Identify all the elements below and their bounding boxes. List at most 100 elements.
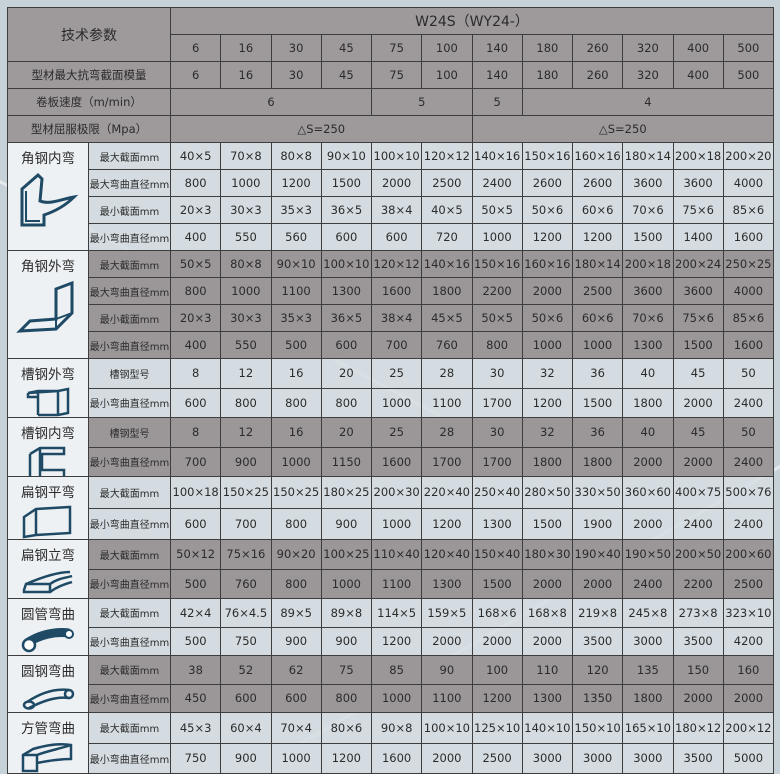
value-cell: 800 [471, 331, 523, 359]
value-cell: 76×4.5 [220, 598, 272, 628]
value-cell: 40×5 [421, 196, 473, 224]
value-cell: 180×25 [320, 476, 373, 509]
value-cell: 100×25 [320, 539, 373, 570]
value-cell: 900 [220, 446, 272, 477]
table-row: 槽钢内弯 槽钢型号 8 12 16 20 25 28 30 32 36 40 45 50 [7, 417, 775, 477]
group-name: 扁钢立弯 [21, 548, 75, 564]
row-label: 最大截面mm [88, 250, 171, 278]
value-cell: 2200 [672, 568, 724, 599]
value-cell: 140×16 [421, 250, 473, 278]
model-title: W24S（WY24-） [169, 7, 775, 35]
model-cell: 16 [220, 34, 272, 62]
row-label: 最小弯曲直径mm [88, 742, 171, 774]
value-cell: 50×6 [521, 304, 574, 332]
group-cell: 方管弯曲 [7, 712, 89, 774]
value-cell: 38 [169, 655, 222, 685]
value-cell: 1100 [421, 683, 473, 713]
value-cell: 120 [571, 655, 624, 685]
group-cell: 槽钢内弯 [7, 417, 89, 477]
value-cell: 100 [471, 655, 523, 685]
value-cell: 900 [270, 626, 322, 656]
group-name: 圆管弯曲 [21, 607, 75, 623]
value-cell: 4200 [722, 626, 775, 656]
value-cell: 2400 [622, 568, 674, 599]
value-cell: 45×5 [421, 304, 473, 332]
modulus-cell: 140 [471, 61, 523, 89]
row-label: 最大截面mm [88, 712, 171, 744]
group-cell: 角钢外弯 [7, 250, 89, 359]
value-cell: 135 [622, 655, 674, 685]
row-label: 槽钢型号 [88, 358, 171, 389]
value-cell: 36 [571, 417, 624, 448]
group-cell: 扁钢立弯 [7, 539, 89, 599]
value-cell: 1500 [571, 387, 624, 418]
value-cell: 190×40 [571, 539, 624, 570]
flat-steel-edge-bend-icon [9, 568, 88, 598]
value-cell: 1000 [220, 277, 272, 305]
value-cell: 600 [220, 683, 272, 713]
row-label: 最小弯曲直径mm [88, 387, 171, 418]
modulus-cell: 320 [622, 61, 674, 89]
value-cell: 2500 [571, 277, 624, 305]
round-tube-bend-icon [9, 627, 88, 655]
value-cell: 1800 [571, 446, 624, 477]
value-cell: 273×8 [672, 598, 724, 628]
model-cell: 6 [169, 34, 222, 62]
group-name: 扁钢平弯 [21, 485, 75, 501]
value-cell: 90×10 [320, 142, 373, 170]
row-label: 最小截面mm [88, 304, 171, 332]
value-cell: 190×50 [622, 539, 674, 570]
table-row: 最小弯曲直径mm 700 900 1000 1150 1600 1700 1700 1800 18… [8, 446, 775, 477]
value-cell: 32 [521, 417, 574, 448]
value-cell: 150×25 [220, 476, 272, 509]
value-cell: 50×12 [169, 539, 222, 570]
value-cell: 2400 [722, 446, 775, 477]
value-cell: 3600 [672, 277, 724, 305]
row-label: 最大截面mm [88, 539, 171, 570]
speed-label: 卷板速度（m/min） [7, 88, 171, 116]
value-cell: 1300 [622, 331, 674, 359]
group-cell: 角钢内弯 [7, 142, 89, 251]
value-cell: 80×6 [320, 712, 373, 744]
value-cell: 80×8 [220, 250, 272, 278]
row-label: 最大弯曲直径mm [88, 277, 171, 305]
value-cell: 8 [169, 358, 222, 389]
value-cell: 40 [622, 417, 674, 448]
group-name: 角钢内弯 [21, 151, 75, 167]
value-cell: 28 [421, 417, 473, 448]
value-cell: 2000 [421, 742, 473, 774]
value-cell: 200×24 [672, 250, 724, 278]
value-cell: 180×30 [521, 539, 574, 570]
value-cell: 330×50 [571, 476, 624, 509]
modulus-cell: 400 [672, 61, 724, 89]
value-cell: 50×6 [521, 196, 574, 224]
value-cell: 1100 [270, 277, 322, 305]
value-cell: 250×40 [471, 476, 523, 509]
value-cell: 2000 [421, 626, 473, 656]
value-cell: 1500 [471, 568, 523, 599]
value-cell: 600 [320, 223, 373, 251]
value-cell: 45 [672, 417, 724, 448]
value-cell: 1200 [370, 626, 423, 656]
value-cell: 1500 [521, 507, 574, 540]
model-cell: 500 [722, 34, 775, 62]
value-cell: 70×6 [622, 304, 674, 332]
value-cell: 100×18 [169, 476, 222, 509]
value-cell: 750 [169, 742, 222, 774]
value-cell: 1000 [270, 742, 322, 774]
value-cell: 12 [220, 358, 272, 389]
value-cell: 16 [270, 358, 322, 389]
value-cell: 219×8 [571, 598, 624, 628]
value-cell: 20 [320, 358, 373, 389]
value-cell: 85 [370, 655, 423, 685]
value-cell: 2500 [421, 169, 473, 197]
value-cell: 400 [169, 331, 222, 359]
model-cell: 180 [521, 34, 574, 62]
value-cell: 20×3 [169, 304, 222, 332]
modulus-label: 型材最大抗弯截面模量 [7, 61, 171, 89]
value-cell: 110 [521, 655, 574, 685]
value-cell: 30×3 [220, 196, 272, 224]
value-cell: 89×8 [320, 598, 373, 628]
value-cell: 800 [270, 507, 322, 540]
value-cell: 3500 [672, 742, 724, 774]
